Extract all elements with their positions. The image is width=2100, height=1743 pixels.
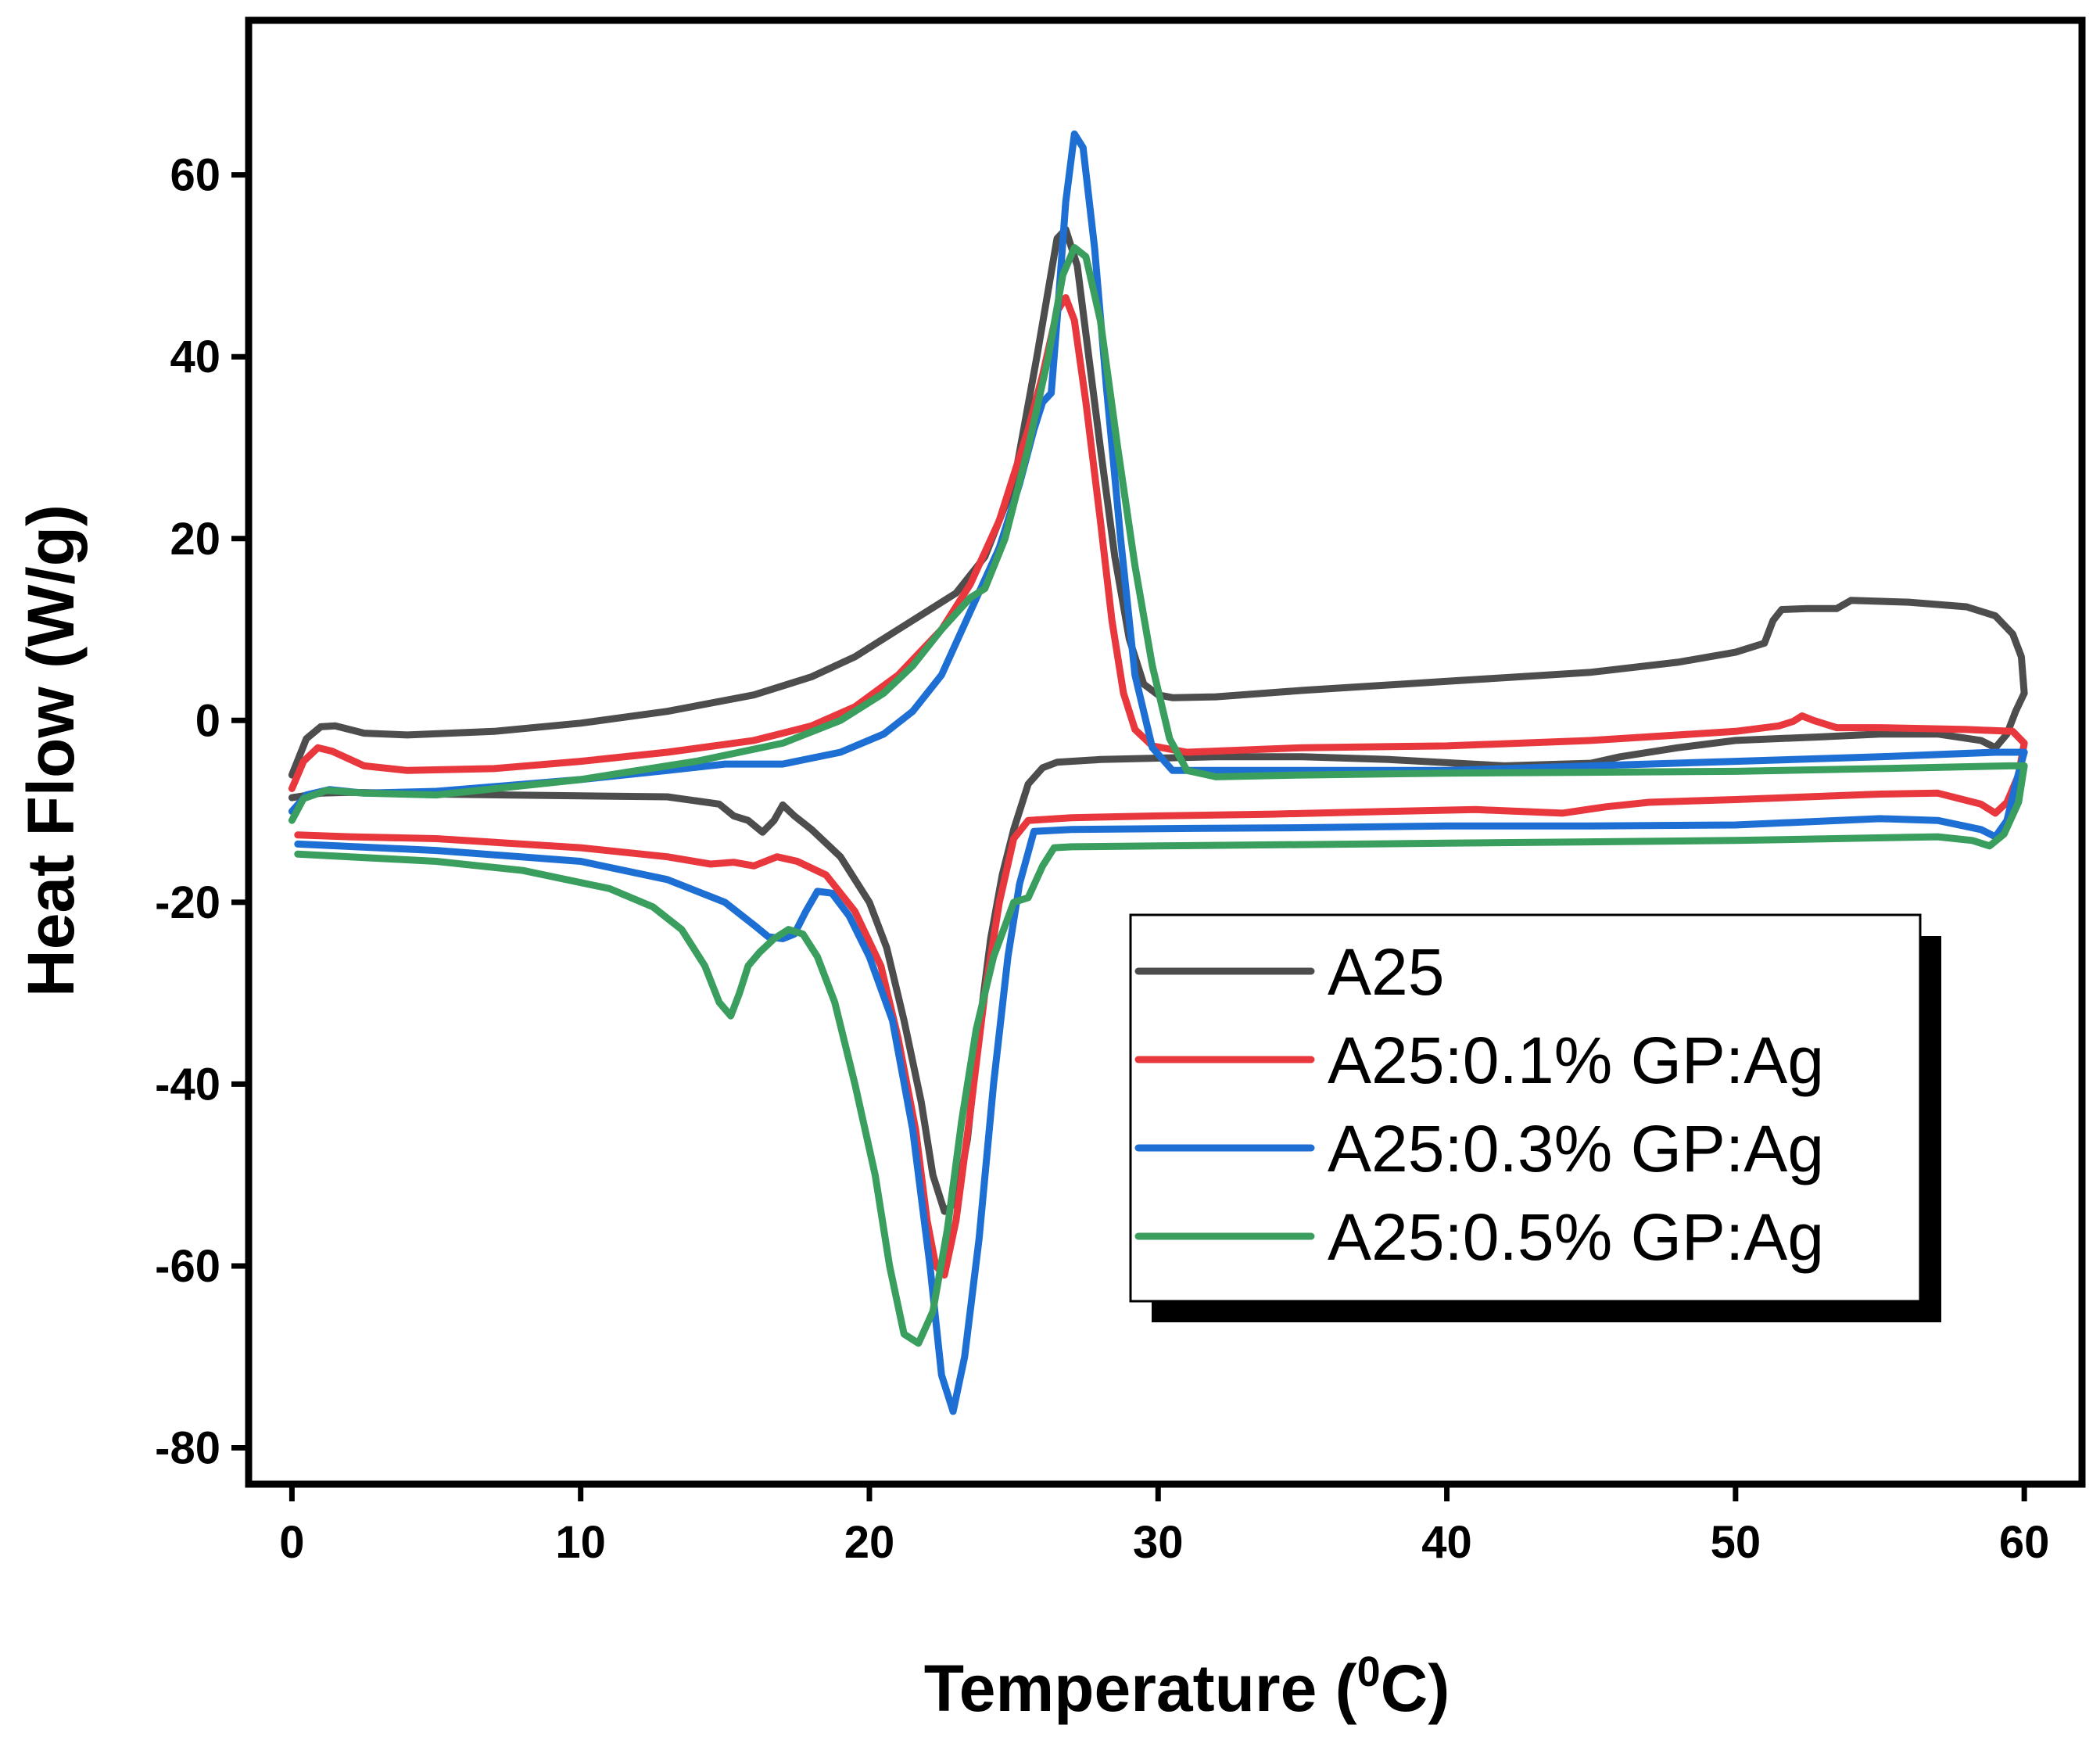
legend-label-a25-0-5-gp-ag: A25:0.5% GP:Ag: [1328, 1200, 1824, 1274]
series-a25-0-1-gp-ag-cooling-line: [294, 739, 2028, 1279]
y-tick-label: 40: [170, 332, 220, 382]
plot-frame: [245, 16, 2086, 1488]
axis-ticks: 0 10 20 30 40 50 60 60 40 20 0 -20 -40 -60 -80: [155, 150, 2049, 1568]
series-a25-0-1-gp-ag-heating-line: [288, 294, 2028, 792]
y-tick-label: -80: [155, 1422, 220, 1473]
legend-label-a25-0-1-gp-ag: A25:0.1% GP:Ag: [1328, 1024, 1824, 1097]
x-tick-label: 40: [1421, 1517, 1472, 1568]
y-tick-label: 20: [170, 514, 220, 565]
y-tick-label: 60: [170, 150, 220, 201]
y-axis-title: Heat Flow (W/g): [14, 504, 88, 997]
x-tick-label: 0: [279, 1517, 304, 1568]
x-axis-title: Temperature (0C): [924, 1648, 1450, 1725]
x-tick-label: 30: [1133, 1517, 1184, 1568]
y-tick-label: 0: [195, 695, 220, 746]
series-a25-0-5-gp-ag-heating-line: [288, 244, 2028, 824]
legend: A25 A25:0.1% GP:Ag A25:0.3% GP:Ag A25:0.5% …: [1129, 913, 1941, 1322]
legend-label-a25-0-3-gp-ag: A25:0.3% GP:Ag: [1328, 1112, 1824, 1185]
series-layer: [288, 130, 2028, 1415]
y-tick-label: -20: [155, 877, 220, 928]
series-a25-0-3-gp-ag-heating-line: [288, 130, 2028, 816]
legend-label-a25: A25: [1328, 935, 1444, 1009]
y-tick-label: -40: [155, 1059, 220, 1110]
series-a25-0-5-gp-ag-cooling-line: [294, 762, 2028, 1347]
x-tick-label: 20: [844, 1517, 895, 1568]
x-tick-label: 10: [555, 1517, 606, 1568]
x-tick-label: 60: [1999, 1517, 2050, 1568]
x-axis-title-superscript: 0: [1357, 1648, 1381, 1695]
y-tick-label: -60: [155, 1241, 220, 1292]
series-a25-heating-line: [288, 225, 2028, 779]
x-tick-label: 50: [1711, 1517, 1761, 1568]
